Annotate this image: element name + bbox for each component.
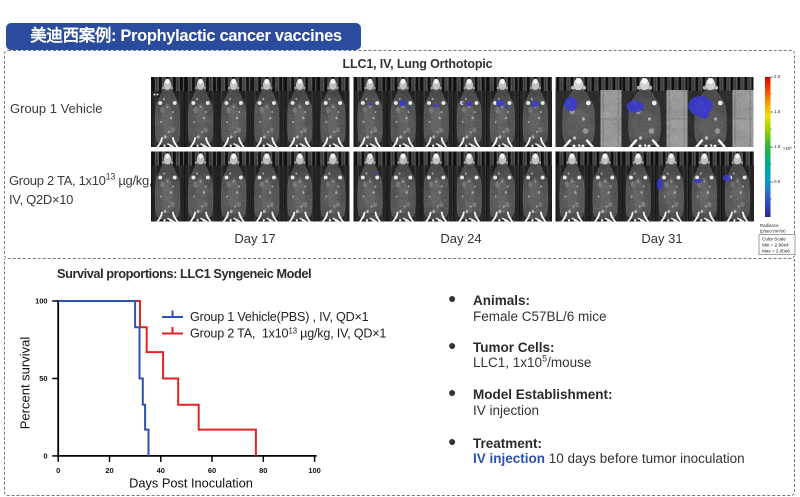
svg-text:Radiance: Radiance [760,223,779,228]
svg-text:100: 100 [308,466,321,475]
svg-text:2.0: 2.0 [774,74,781,79]
svg-text:Color Scale: Color Scale [762,237,786,242]
svg-text:0: 0 [43,452,47,461]
svg-text:Group 1 Vehicle(PBS) , IV, QD×: Group 1 Vehicle(PBS) , IV, QD×1 [190,310,369,324]
svg-text:0: 0 [56,466,60,475]
svg-text:(p/sec/cm²/sr): (p/sec/cm²/sr) [760,229,786,234]
svg-text:60: 60 [208,466,216,475]
svg-text:1.0: 1.0 [774,144,781,149]
svg-text:80: 80 [259,466,267,475]
svg-text:40: 40 [157,466,165,475]
svg-text:50: 50 [39,374,47,383]
svg-text:Max = 2.00e6: Max = 2.00e6 [762,249,790,254]
svg-text:1.5: 1.5 [774,109,781,114]
svg-text:Percent survival: Percent survival [18,337,33,430]
svg-text:×106: ×106 [783,146,792,152]
svg-text:0.5: 0.5 [774,179,781,184]
svg-text:20: 20 [105,466,113,475]
svg-text:Survival proportions: LLC1 Syn: Survival proportions: LLC1 Syngeneic Mod… [57,266,311,281]
svg-text:Group 2 TA, 1x1013 µg/kg, IV,: Group 2 TA, 1x1013 µg/kg, IV, QD×1 [190,327,386,341]
svg-text:Days Post Inoculation: Days Post Inoculation [129,476,253,491]
svg-text:100: 100 [35,297,48,306]
svg-text:Min = 2.90e4: Min = 2.90e4 [762,243,789,248]
